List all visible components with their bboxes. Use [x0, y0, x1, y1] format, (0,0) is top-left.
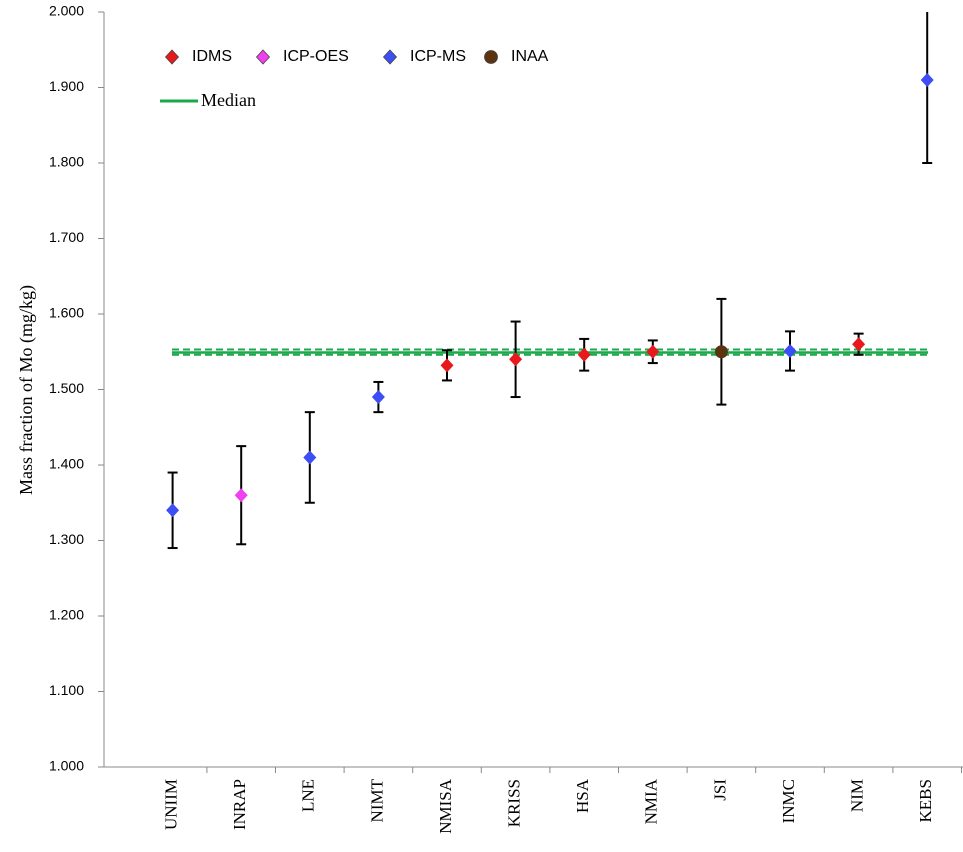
y-tick-label: 2.000 [49, 3, 84, 19]
y-tick-label: 1.800 [49, 154, 84, 170]
y-tick-label: 1.900 [49, 78, 84, 94]
legend-label: IDMS [192, 48, 232, 65]
legend-label: ICP-MS [410, 48, 466, 65]
x-tick-label: KRISS [505, 779, 524, 827]
x-tick-label: NIMT [367, 778, 386, 822]
x-tick-label: NIM [848, 779, 867, 812]
marker [234, 488, 248, 503]
legend-marker [164, 49, 180, 65]
x-tick-label: INMC [779, 779, 798, 823]
plot-area [166, 12, 934, 550]
marker [166, 503, 180, 518]
y-tick-label: 1.700 [49, 229, 84, 245]
x-tick-label: KEBS [916, 779, 935, 822]
legend-marker [382, 49, 398, 65]
x-tick-label: JSI [710, 779, 729, 801]
marker [920, 72, 934, 87]
y-tick-label: 1.400 [49, 456, 84, 472]
legend-label: INAA [511, 48, 549, 65]
marker [783, 343, 797, 358]
y-tick-label: 1.500 [49, 380, 84, 396]
y-tick-label: 1.100 [49, 682, 84, 698]
y-tick-label: 1.000 [49, 758, 84, 774]
marker [577, 347, 591, 362]
marker [371, 390, 385, 405]
x-tick-label: HSA [573, 778, 592, 813]
y-tick-label: 1.300 [49, 531, 84, 547]
x-tick-label: UNIIM [162, 779, 181, 830]
y-tick-label: 1.600 [49, 305, 84, 321]
y-axis-label: Mass fraction of Mo (mg/kg) [16, 285, 37, 495]
legend-marker [255, 49, 271, 65]
marker [303, 450, 317, 465]
marker [440, 358, 454, 373]
x-tick-label: NMIA [642, 778, 661, 824]
marker [852, 337, 866, 352]
legend-label: Median [201, 90, 256, 110]
y-tick-label: 1.200 [49, 607, 84, 623]
legend-label: ICP-OES [283, 48, 349, 65]
x-tick-label: NMISA [436, 778, 455, 834]
marker [646, 344, 660, 359]
legend-marker [484, 50, 498, 64]
x-tick-label: LNE [299, 779, 318, 812]
x-tick-label: INRAP [230, 779, 249, 830]
marker [509, 352, 523, 367]
marker [714, 345, 728, 359]
